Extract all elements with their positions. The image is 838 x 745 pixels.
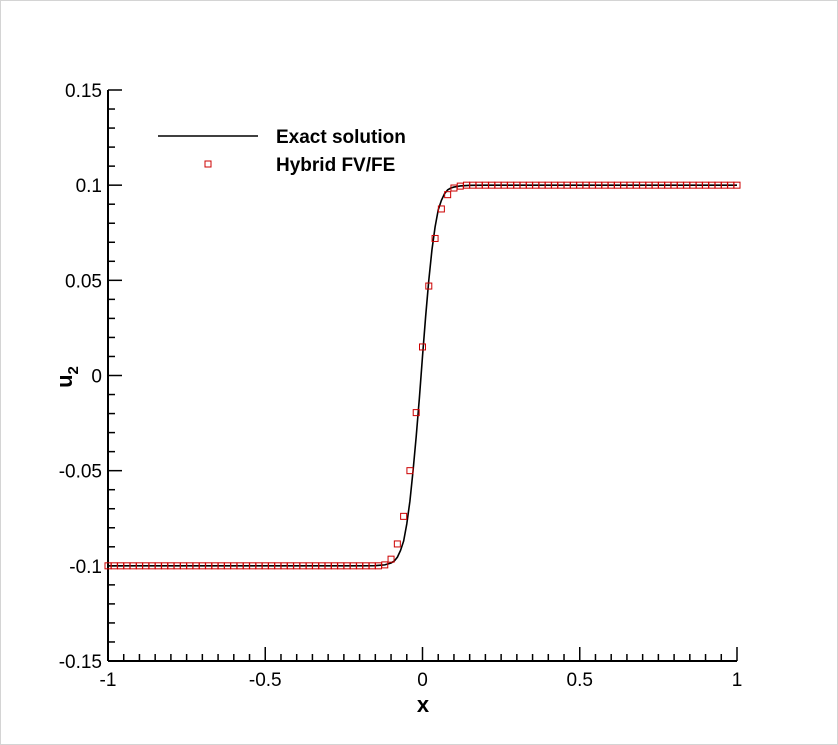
hybrid-fvfe-point (431, 234, 439, 242)
x-tick-label: 0.5 (567, 670, 593, 691)
hybrid-fvfe-point (406, 467, 414, 475)
legend-entry-exact-solution: Exact solution (276, 127, 406, 148)
axes: -1 -0.5 0 0.5 1 -0.15 -0.1 -0.05 0 0.05 0.1 0.15 (59, 81, 743, 691)
x-tick-label: -1 (100, 670, 117, 691)
x-tick-label: -0.5 (249, 670, 282, 691)
hybrid-fvfe-point (381, 561, 389, 569)
y-tick-label: -0.15 (59, 652, 102, 673)
y-tick-label: 0 (91, 367, 102, 388)
exact-solution-line (108, 184, 737, 567)
y-tick-label: 0.1 (76, 176, 102, 197)
hybrid-fvfe-point (393, 540, 401, 548)
hybrid-fvfe-point (425, 282, 433, 290)
hybrid-fvfe-point (419, 343, 426, 351)
y-tick-label: -0.1 (69, 557, 102, 578)
hybrid-fvfe-point (444, 191, 452, 199)
hybrid-fvfe-series (104, 181, 741, 570)
legend-marker-swatch (204, 160, 212, 168)
x-axis-title: x (417, 692, 430, 717)
hybrid-fvfe-point (412, 409, 420, 417)
legend-entry-hybrid-fvfe: Hybrid FV/FE (276, 155, 395, 176)
y-tick-label: 0.05 (65, 271, 102, 292)
y-tick-label: 0.15 (65, 81, 102, 102)
hybrid-fvfe-point (387, 555, 395, 563)
x-tick-label: 1 (732, 670, 743, 691)
y-axis-title-main: u (52, 374, 77, 387)
hybrid-fvfe-point (437, 205, 445, 213)
y-tick-label: -0.05 (59, 462, 102, 483)
x-tick-label: 0 (417, 670, 428, 691)
y-axis-title-subscript: 2 (65, 366, 82, 374)
y-axis-title: u2 (52, 366, 82, 388)
exact-solution-series (108, 184, 737, 567)
legend: Exact solution Hybrid FV/FE (158, 127, 406, 176)
hybrid-fvfe-point (400, 512, 408, 520)
hybrid-fvfe-point (733, 181, 741, 189)
